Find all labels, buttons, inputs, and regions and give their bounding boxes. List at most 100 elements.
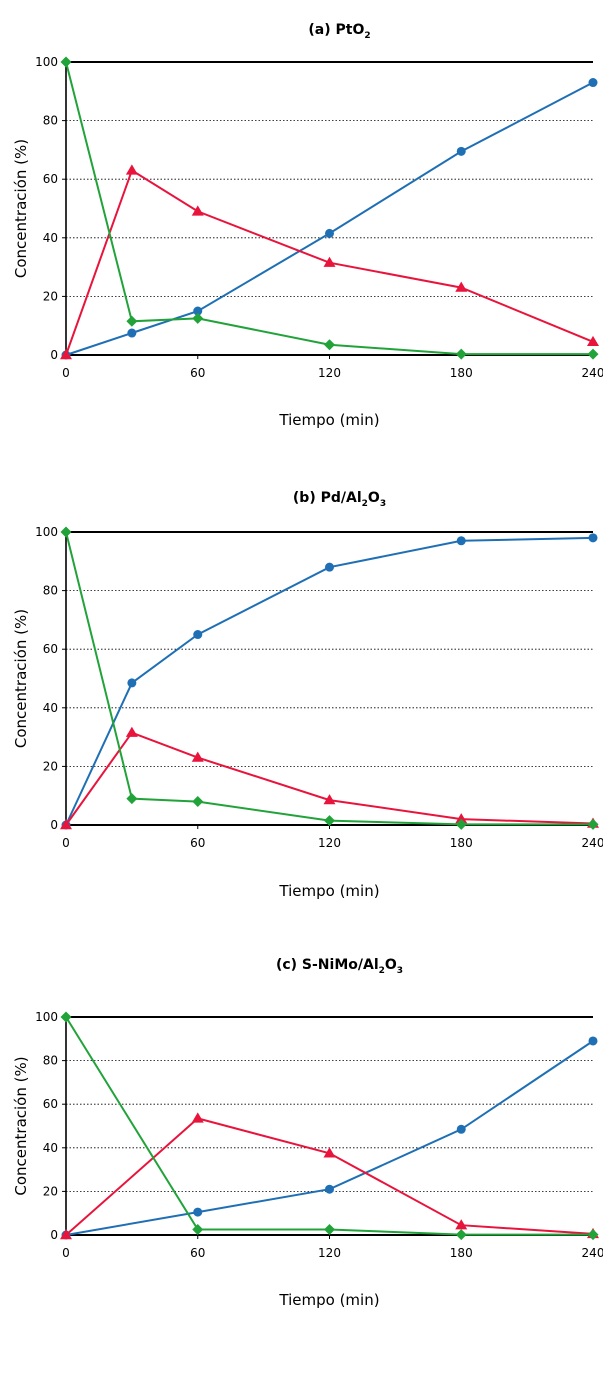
data-point-triangle (323, 1147, 336, 1158)
data-point-diamond (126, 793, 138, 805)
data-point-diamond (60, 56, 72, 68)
x-tick-label: 240 (582, 1246, 603, 1260)
data-point-circle (193, 306, 203, 316)
data-point-triangle (191, 205, 204, 216)
data-point-diamond (192, 796, 204, 808)
chart-title: (c) S-NiMo/Al2O3 (276, 957, 403, 976)
y-tick-label: 20 (43, 289, 58, 303)
x-tick-label: 60 (190, 366, 205, 380)
data-point-triangle (587, 335, 599, 347)
data-point-triangle (323, 794, 336, 805)
y-axis-label: Concentración (%) (12, 609, 30, 748)
x-tick-label: 120 (318, 1246, 341, 1260)
y-tick-label: 0 (50, 818, 58, 832)
data-point-triangle (455, 281, 468, 292)
data-point-diamond (324, 339, 335, 351)
data-point-diamond (324, 1224, 335, 1236)
data-point-circle (127, 678, 137, 688)
data-point-diamond (587, 1229, 599, 1241)
data-point-diamond (455, 348, 467, 360)
y-tick-label: 40 (43, 701, 58, 715)
data-point-triangle (125, 164, 138, 175)
x-axis-label: Tiempo (min) (278, 411, 379, 429)
data-point-triangle (60, 1229, 72, 1240)
series-line-triangle (65, 731, 594, 826)
data-point-circle (456, 1124, 466, 1134)
x-tick-label: 0 (62, 836, 70, 850)
x-tick-label: 240 (582, 366, 603, 380)
x-tick-label: 0 (62, 1246, 70, 1260)
data-point-diamond (587, 348, 599, 360)
y-axis-label: Concentración (%) (12, 139, 30, 278)
chart-panel-0: (a) PtO2 0 20 40 60 80 100 0 60 120 180 240 Tiempo (… (12, 22, 603, 429)
y-tick-label: 100 (35, 1010, 58, 1024)
y-tick-label: 60 (43, 172, 58, 186)
chart-title: (b) Pd/Al2O3 (293, 490, 386, 509)
x-tick-label: 60 (190, 1246, 205, 1260)
x-axis-label: Tiempo (min) (278, 1291, 379, 1309)
series-line-triangle (65, 1117, 594, 1236)
chart-title: (a) PtO2 (308, 22, 370, 41)
series-line-circle (65, 81, 594, 356)
data-point-diamond (324, 815, 335, 827)
y-tick-label: 20 (43, 1184, 58, 1198)
data-point-circle (325, 562, 334, 572)
data-point-triangle (323, 256, 336, 267)
y-tick-label: 100 (35, 525, 58, 539)
series-line-diamond (65, 1016, 593, 1236)
x-tick-label: 180 (450, 366, 473, 380)
data-point-circle (588, 78, 598, 88)
data-point-diamond (60, 526, 72, 538)
data-point-diamond (587, 818, 599, 830)
y-axis-label: Concentración (%) (12, 1056, 30, 1195)
data-point-circle (456, 536, 466, 546)
y-tick-label: 100 (35, 55, 58, 69)
data-point-triangle (60, 819, 72, 830)
x-tick-label: 120 (318, 366, 341, 380)
data-point-triangle (191, 751, 204, 762)
data-point-circle (325, 228, 334, 238)
y-tick-label: 20 (43, 759, 58, 773)
data-point-circle (127, 328, 137, 338)
x-tick-label: 180 (450, 836, 473, 850)
x-axis-label: Tiempo (min) (278, 882, 379, 900)
data-point-diamond (192, 1224, 204, 1236)
series-line-diamond (65, 531, 593, 826)
series-line-circle (65, 1040, 594, 1236)
data-point-triangle (455, 1219, 468, 1230)
y-tick-label: 40 (43, 231, 58, 245)
x-tick-label: 240 (582, 836, 603, 850)
series-line-triangle (65, 168, 594, 356)
data-point-circle (588, 533, 598, 543)
series-line-circle (65, 536, 594, 826)
y-tick-label: 80 (43, 584, 58, 598)
y-tick-label: 80 (43, 1054, 58, 1068)
y-tick-label: 60 (43, 642, 58, 656)
data-point-diamond (455, 1229, 467, 1241)
y-tick-label: 40 (43, 1141, 58, 1155)
y-tick-label: 60 (43, 1097, 58, 1111)
chart-panel-2: (c) S-NiMo/Al2O3 0 20 40 60 80 100 0 60 120 180 240… (12, 957, 603, 1309)
series-line-diamond (65, 61, 593, 356)
x-tick-label: 180 (450, 1246, 473, 1260)
data-point-diamond (126, 315, 138, 327)
x-tick-label: 120 (318, 836, 341, 850)
data-point-triangle (191, 1112, 204, 1123)
y-tick-label: 80 (43, 114, 58, 128)
data-point-circle (193, 1207, 203, 1217)
x-tick-label: 0 (62, 366, 70, 380)
data-point-triangle (125, 726, 138, 737)
data-point-diamond (60, 1011, 72, 1023)
chart-panel-1: (b) Pd/Al2O3 0 20 40 60 80 100 0 60 120 180 240 Tiem… (12, 490, 603, 900)
data-point-triangle (455, 813, 468, 824)
y-tick-label: 0 (50, 348, 58, 362)
data-point-triangle (60, 349, 72, 360)
data-point-circle (325, 1184, 334, 1194)
data-point-diamond (192, 312, 204, 324)
data-point-circle (588, 1036, 598, 1046)
y-tick-label: 0 (50, 1228, 58, 1242)
data-point-diamond (455, 818, 467, 830)
data-point-circle (456, 146, 466, 156)
